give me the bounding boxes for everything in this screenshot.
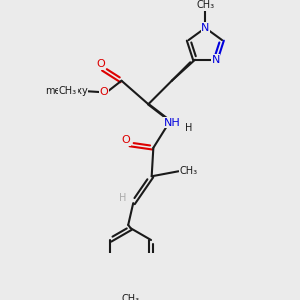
Text: O: O [121, 135, 130, 145]
Text: NH: NH [164, 118, 180, 128]
Text: methoxy: methoxy [45, 86, 88, 96]
Text: N: N [212, 55, 220, 65]
Text: O: O [96, 59, 105, 69]
Text: CH₃: CH₃ [122, 294, 140, 300]
Text: H: H [119, 193, 127, 203]
Text: CH₃: CH₃ [59, 86, 77, 96]
Text: H: H [185, 123, 192, 133]
Text: CH₃: CH₃ [179, 166, 198, 176]
Text: O: O [100, 88, 108, 98]
Text: CH₃: CH₃ [196, 0, 214, 10]
Text: N: N [201, 23, 209, 33]
